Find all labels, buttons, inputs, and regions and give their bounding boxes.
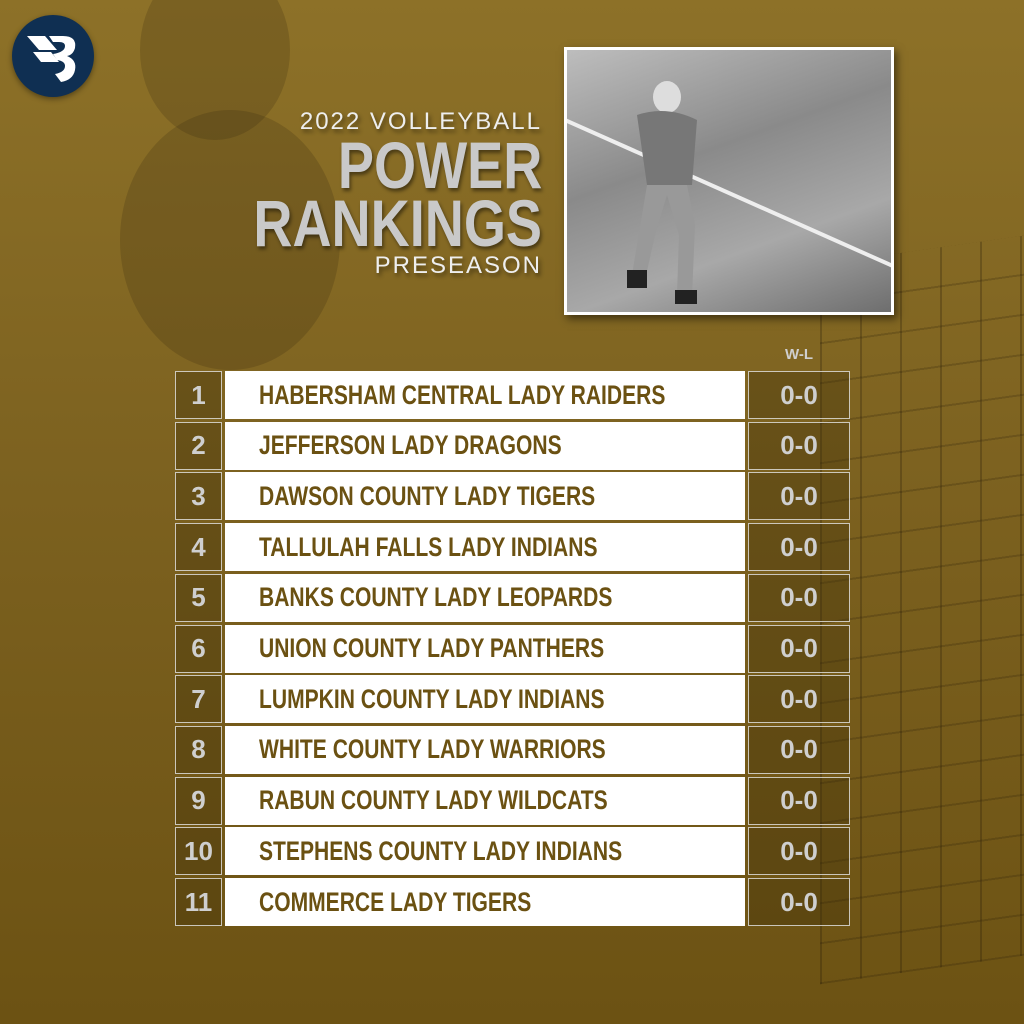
win-loss-record: 0-0	[748, 573, 850, 622]
rank-number: 9	[175, 776, 222, 825]
win-loss-record: 0-0	[748, 371, 850, 419]
team-name-cell: TALLULAH FALLS LADY INDIANS	[225, 523, 745, 572]
team-name-cell: RABUN COUNTY LADY WILDCATS	[225, 776, 745, 825]
featured-player-photo	[564, 47, 894, 315]
team-name: UNION COUNTY LADY PANTHERS	[259, 633, 605, 663]
team-name: RABUN COUNTY LADY WILDCATS	[259, 785, 608, 816]
rank-number: 10	[175, 827, 222, 876]
rank-number: 4	[175, 523, 222, 572]
win-loss-record: 0-0	[748, 421, 850, 470]
team-name: JEFFERSON LADY DRAGONS	[259, 430, 562, 461]
rank-number: 7	[175, 675, 222, 724]
win-loss-record: 0-0	[748, 675, 850, 724]
logo-b-icon	[27, 36, 76, 82]
team-name-cell: JEFFERSON LADY DRAGONS	[225, 421, 745, 470]
team-name: LUMPKIN COUNTY LADY INDIANS	[259, 683, 605, 714]
win-loss-record: 0-0	[748, 624, 850, 673]
win-loss-record: 0-0	[748, 827, 850, 876]
team-name: BANKS COUNTY LADY LEOPARDS	[259, 582, 613, 613]
rank-number: 3	[175, 472, 222, 521]
background-volleyball-net	[820, 235, 1024, 985]
rank-number: 11	[175, 878, 222, 926]
team-name-cell: DAWSON COUNTY LADY TIGERS	[225, 472, 745, 521]
team-name-cell: WHITE COUNTY LADY WARRIORS	[225, 725, 745, 774]
team-name-cell: UNION COUNTY LADY PANTHERS	[225, 624, 745, 673]
team-name-cell: LUMPKIN COUNTY LADY INDIANS	[225, 675, 745, 724]
team-name: WHITE COUNTY LADY WARRIORS	[259, 734, 606, 765]
team-name-cell: HABERSHAM CENTRAL LADY RAIDERS	[225, 371, 745, 419]
header-subtitle: PRESEASON	[374, 252, 542, 279]
team-name: HABERSHAM CENTRAL LADY RAIDERS	[259, 379, 666, 410]
win-loss-record: 0-0	[748, 776, 850, 825]
rank-number: 1	[175, 371, 222, 419]
team-name: TALLULAH FALLS LADY INDIANS	[259, 531, 598, 562]
rank-number: 5	[175, 573, 222, 622]
rank-number: 2	[175, 421, 222, 470]
background-player-silhouette	[140, 0, 290, 140]
team-name: COMMERCE LADY TIGERS	[259, 886, 532, 917]
header-title-power: POWER	[337, 128, 542, 202]
header-year-line: 2022 VOLLEYBALL	[299, 108, 542, 135]
team-name-cell: COMMERCE LADY TIGERS	[225, 878, 745, 926]
brand-logo	[12, 15, 94, 97]
team-name: DAWSON COUNTY LADY TIGERS	[259, 480, 596, 511]
win-loss-record: 0-0	[748, 725, 850, 774]
rank-number: 6	[175, 624, 222, 673]
team-name: STEPHENS COUNTY LADY INDIANS	[259, 835, 623, 866]
background-player-silhouette	[120, 110, 340, 370]
win-loss-record: 0-0	[748, 878, 850, 926]
win-loss-record: 0-0	[748, 523, 850, 572]
header-title-rankings: RANKINGS	[253, 186, 542, 260]
team-name-cell: BANKS COUNTY LADY LEOPARDS	[225, 573, 745, 622]
rank-number: 8	[175, 725, 222, 774]
team-name-cell: STEPHENS COUNTY LADY INDIANS	[225, 827, 745, 876]
record-column-header: W-L	[784, 346, 813, 363]
win-loss-record: 0-0	[748, 472, 850, 521]
